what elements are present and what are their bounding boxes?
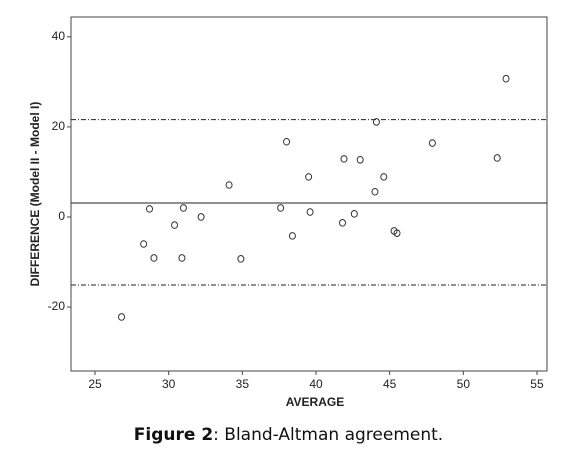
caption: Figure 2: Bland-Altman agreement. [0,425,577,445]
point [340,155,348,163]
caption-label: Figure 2 [133,425,214,445]
x-axis-label: AVERAGE [286,395,344,409]
plot-area [70,16,548,372]
point [305,173,313,181]
point [356,155,364,164]
point [371,187,379,196]
point [237,255,245,263]
y-tick-label: 20 [52,119,66,133]
point [288,232,296,240]
point [150,254,158,262]
point [179,204,187,212]
x-tick-label: 40 [309,377,323,391]
chart: AVERAGE DIFFERENCE (Model II - Model I) … [28,16,548,409]
point [393,229,401,237]
point [428,139,436,147]
point [146,205,154,213]
y-tick-label: -20 [48,299,66,313]
y-tick-label: 40 [52,29,66,43]
point [197,213,205,221]
point [225,181,233,189]
point [306,208,314,216]
x-tick-label: 25 [88,377,102,391]
y-axis-label: DIFFERENCE (Model II - Model I) [28,102,42,287]
x-tick-label: 45 [383,377,397,391]
point [350,210,358,218]
point [178,254,186,262]
x-tick-label: 30 [162,377,176,391]
x-tick-label: 35 [236,377,250,391]
point [339,219,347,227]
x-tick-label: 50 [457,377,471,391]
x-tick-label: 55 [530,377,544,391]
point [118,313,126,321]
point [380,173,388,181]
point [372,118,380,126]
point [277,204,285,212]
point [502,74,510,83]
y-tick-label: 0 [58,209,65,223]
point [283,137,291,146]
point [171,221,179,229]
point [493,154,501,162]
point [140,240,148,248]
caption-text: : Bland-Altman agreement. [213,425,444,445]
